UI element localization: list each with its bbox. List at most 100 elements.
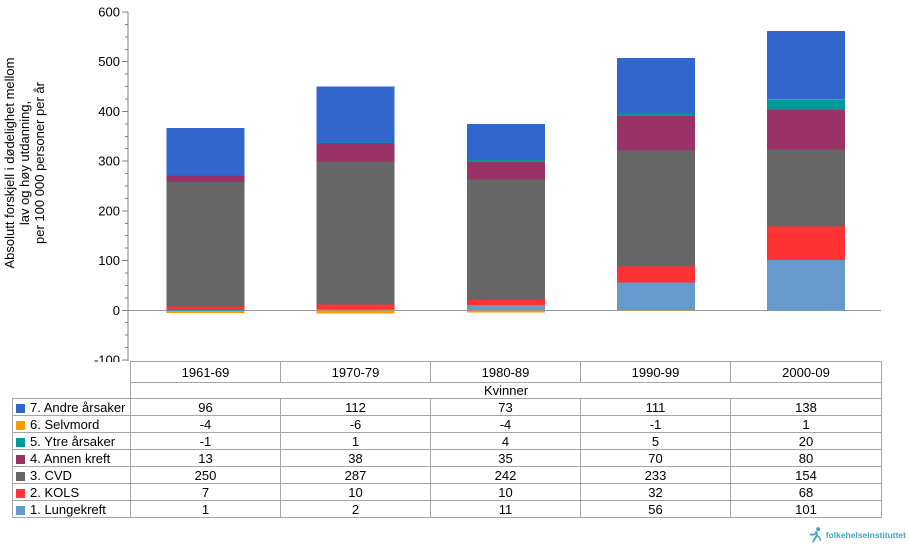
legend-label: 3. CVD	[30, 467, 72, 483]
value-cell-1990-99-1-Lungekreft: 56	[580, 500, 731, 518]
value-cell-1961-69-6-Selvmord: -4	[130, 415, 281, 433]
table-row: 6. Selvmord -4 -6 -4 -1 1	[12, 415, 882, 433]
bar-segment-1970-79-4-Annen-kreft	[316, 142, 395, 162]
value-cell-1961-69-1-Lungekreft: 1	[130, 500, 281, 518]
stacked-bar-chart: 600 500 400 300 200 100 0 -100 Absolutt forskjel…	[2, 5, 881, 362]
value-cell-2000-09-1-Lungekreft: 101	[730, 500, 882, 518]
value-cell-1970-79-3-CVD: 287	[280, 466, 431, 484]
y-axis-title-line: per 100 000 personer per år	[32, 81, 47, 244]
value-cell-1990-99-6-Selvmord: -1	[580, 415, 731, 433]
legend-label: 7. Andre årsaker	[30, 399, 126, 415]
column-header-2000-09: 2000-09	[730, 361, 882, 383]
legend-cell-5-Ytre-rsaker: 5. Ytre årsaker	[12, 432, 131, 450]
legend-cell-4-Annen-kreft: 4. Annen kreft	[12, 449, 131, 467]
y-tick-label: 0	[113, 303, 120, 318]
legend-swatch-icon	[16, 488, 25, 498]
bar-segment-2000-09-4-Annen-kreft	[766, 109, 845, 150]
y-tick-label: 100	[98, 253, 120, 268]
value-cell-1990-99-2-KOLS: 32	[580, 483, 731, 501]
bar-segment-1970-79-2-KOLS	[316, 304, 395, 310]
legend-cell-2-KOLS: 2. KOLS	[12, 483, 131, 501]
value-cell-2000-09-6-Selvmord: 1	[730, 415, 882, 433]
table-row: 1. Lungekreft 1 2 11 56 101	[12, 500, 882, 518]
bar-segment-1961-69-7-Andre-rsaker	[166, 127, 245, 176]
bar-segment-2000-09-3-CVD	[766, 149, 845, 227]
bar-segment-1990-99-4-Annen-kreft	[616, 115, 695, 151]
legend-label: 2. KOLS	[30, 484, 80, 500]
value-cell-1990-99-7-Andre-rsaker: 111	[580, 398, 731, 416]
bar-segment-2000-09-1-Lungekreft	[766, 260, 845, 311]
bar-segment-2000-09-5-Ytre-rsaker	[766, 99, 845, 110]
bar-segment-1961-69-4-Annen-kreft	[166, 175, 245, 183]
value-cell-1970-79-5-Ytre-rsaker: 1	[280, 432, 431, 450]
legend-swatch-icon	[16, 403, 25, 413]
legend-cell-6-Selvmord: 6. Selvmord	[12, 415, 131, 433]
bar-segment-1990-99-5-Ytre-rsaker	[616, 113, 695, 116]
group-label-cell: Kvinner	[130, 382, 882, 399]
value-cell-2000-09-4-Annen-kreft: 80	[730, 449, 882, 467]
value-cell-1980-89-5-Ytre-rsaker: 4	[430, 432, 581, 450]
table-corner-blank	[13, 383, 131, 399]
bar-segment-1990-99-3-CVD	[616, 150, 695, 267]
bar-segment-2000-09-7-Andre-rsaker	[766, 30, 845, 100]
bar-segment-1980-89-7-Andre-rsaker	[466, 123, 545, 161]
value-cell-1970-79-6-Selvmord: -6	[280, 415, 431, 433]
y-axis-title: Absolutt forskjell i dødelighet mellom la…	[2, 58, 47, 269]
table-row: 7. Andre årsaker 96 112 73 111 138	[12, 398, 882, 416]
y-tick-label: 600	[98, 5, 120, 20]
value-cell-1980-89-6-Selvmord: -4	[430, 415, 581, 433]
value-cell-1970-79-4-Annen-kreft: 38	[280, 449, 431, 467]
bar-segment-1980-89-2-KOLS	[466, 299, 545, 305]
y-tick-label: -100	[94, 353, 120, 362]
column-header-1970-79: 1970-79	[280, 361, 431, 383]
value-cell-1961-69-2-KOLS: 7	[130, 483, 281, 501]
value-cell-1980-89-3-CVD: 242	[430, 466, 581, 484]
legend-swatch-icon	[16, 437, 25, 447]
data-table: 1961-69 1970-79 1980-89 1990-99 2000-09 Kvinn…	[12, 361, 882, 518]
column-header-1980-89: 1980-89	[430, 361, 581, 383]
value-cell-1970-79-2-KOLS: 10	[280, 483, 431, 501]
value-cell-1980-89-7-Andre-rsaker: 73	[430, 398, 581, 416]
column-header-1990-99: 1990-99	[580, 361, 731, 383]
table-corner-blank	[13, 362, 131, 383]
bar-segment-1980-89-1-Lungekreft	[466, 304, 545, 311]
value-cell-1980-89-2-KOLS: 10	[430, 483, 581, 501]
folkehelseinstituttet-icon	[809, 527, 821, 543]
bar-segment-2000-09-2-KOLS	[766, 226, 845, 261]
bar-segment-1961-69-2-KOLS	[166, 306, 245, 310]
legend-cell-3-CVD: 3. CVD	[12, 466, 131, 484]
value-cell-1980-89-1-Lungekreft: 11	[430, 500, 581, 518]
bar-segment-1990-99-7-Andre-rsaker	[616, 58, 695, 114]
value-cell-1961-69-7-Andre-rsaker: 96	[130, 398, 281, 416]
value-cell-1961-69-5-Ytre-rsaker: -1	[130, 432, 281, 450]
value-cell-1990-99-5-Ytre-rsaker: 5	[580, 432, 731, 450]
value-cell-2000-09-5-Ytre-rsaker: 20	[730, 432, 882, 450]
column-header-1961-69: 1961-69	[130, 361, 281, 383]
value-cell-2000-09-3-CVD: 154	[730, 466, 882, 484]
bar-segment-1970-79-3-CVD	[316, 161, 395, 305]
legend-cell-7-Andre-rsaker: 7. Andre årsaker	[12, 398, 131, 416]
value-cell-2000-09-2-KOLS: 68	[730, 483, 882, 501]
value-cell-1970-79-1-Lungekreft: 2	[280, 500, 431, 518]
legend-swatch-icon	[16, 420, 25, 430]
bar-segment-1961-69-6-Selvmord	[166, 310, 245, 313]
legend-label: 6. Selvmord	[30, 416, 100, 432]
bar-segment-1970-79-7-Andre-rsaker	[316, 86, 395, 143]
bar-segment-1961-69-3-CVD	[166, 182, 245, 307]
folkehelseinstituttet-logo: folkehelseinstituttet	[809, 526, 906, 543]
legend-swatch-icon	[16, 454, 25, 464]
table-row: 3. CVD 250 287 242 233 154	[12, 466, 882, 484]
table-row: 2. KOLS 7 10 10 32 68	[12, 483, 882, 501]
value-cell-1990-99-4-Annen-kreft: 70	[580, 449, 731, 467]
bar-segment-1980-89-4-Annen-kreft	[466, 162, 545, 180]
y-axis-title-line: Absolutt forskjell i dødelighet mellom	[2, 58, 17, 269]
bar-segment-1990-99-1-Lungekreft	[616, 282, 695, 311]
value-cell-1961-69-4-Annen-kreft: 13	[130, 449, 281, 467]
value-cell-1990-99-3-CVD: 233	[580, 466, 731, 484]
bar-segment-1980-89-6-Selvmord	[466, 310, 545, 313]
bar-segment-1970-79-1-Lungekreft	[316, 309, 395, 311]
legend-label: 5. Ytre årsaker	[30, 433, 116, 449]
bar-segment-1980-89-5-Ytre-rsaker	[466, 160, 545, 163]
logo-text: folkehelseinstituttet	[825, 529, 906, 540]
